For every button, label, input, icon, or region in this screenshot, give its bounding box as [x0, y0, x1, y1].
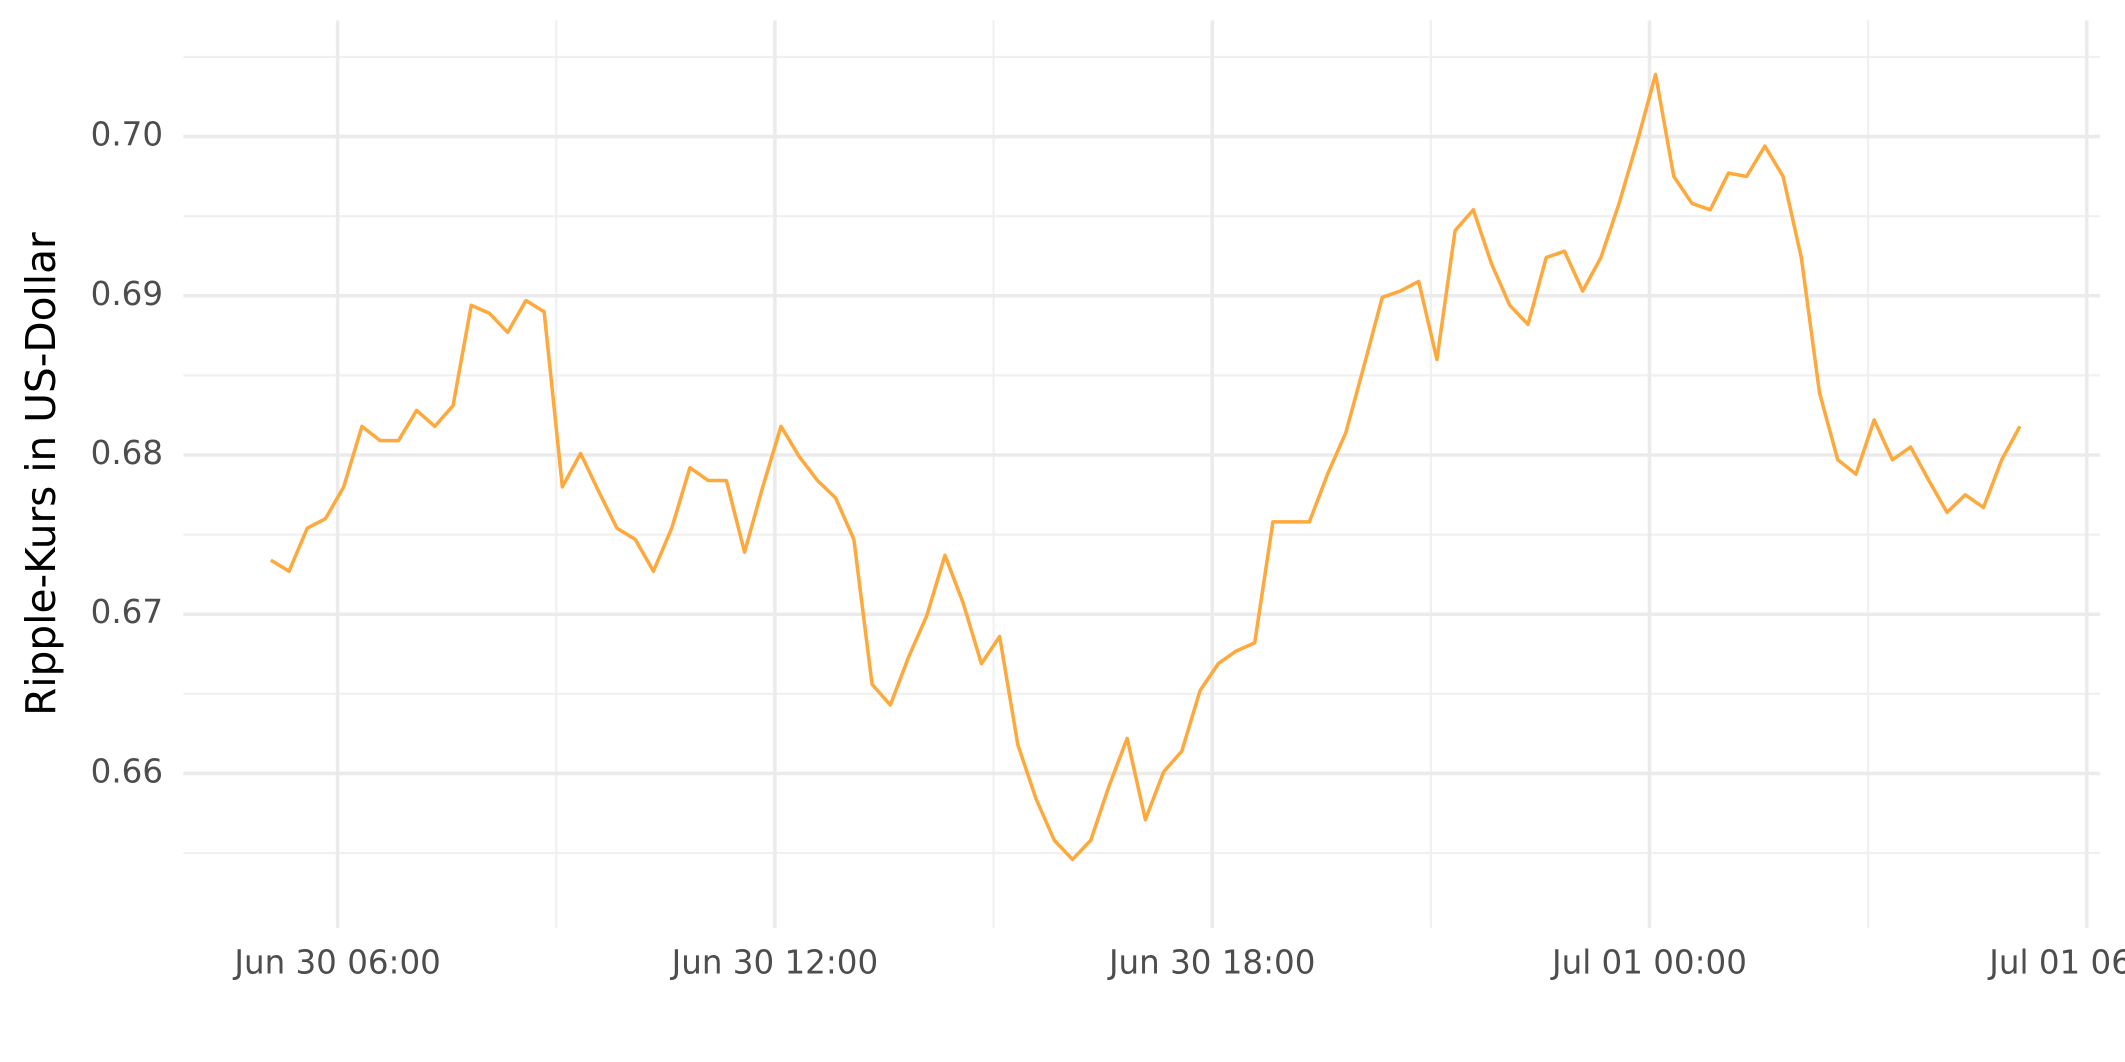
- x-tick-label: Jun 30 06:00: [232, 943, 440, 981]
- x-tick-label: Jun 30 12:00: [670, 943, 878, 981]
- x-tick-label: Jul 01 00:00: [1550, 943, 1747, 981]
- y-axis-title: Ripple-Kurs in US-Dollar: [17, 232, 65, 716]
- x-tick-label: Jul 01 06:00: [1987, 943, 2125, 981]
- y-tick-label: 0.67: [91, 593, 163, 631]
- y-tick-label: 0.68: [91, 434, 163, 472]
- y-tick-label: 0.70: [91, 116, 163, 154]
- y-tick-label: 0.66: [91, 752, 163, 790]
- x-tick-label: Jun 30 18:00: [1107, 943, 1315, 981]
- price-line: [269, 72, 2022, 862]
- y-tick-label: 0.69: [91, 275, 163, 313]
